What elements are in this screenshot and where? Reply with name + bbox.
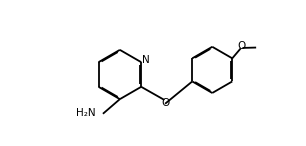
- Text: O: O: [237, 41, 246, 51]
- Text: H₂N: H₂N: [76, 108, 96, 118]
- Text: N: N: [142, 55, 149, 65]
- Text: O: O: [161, 98, 169, 108]
